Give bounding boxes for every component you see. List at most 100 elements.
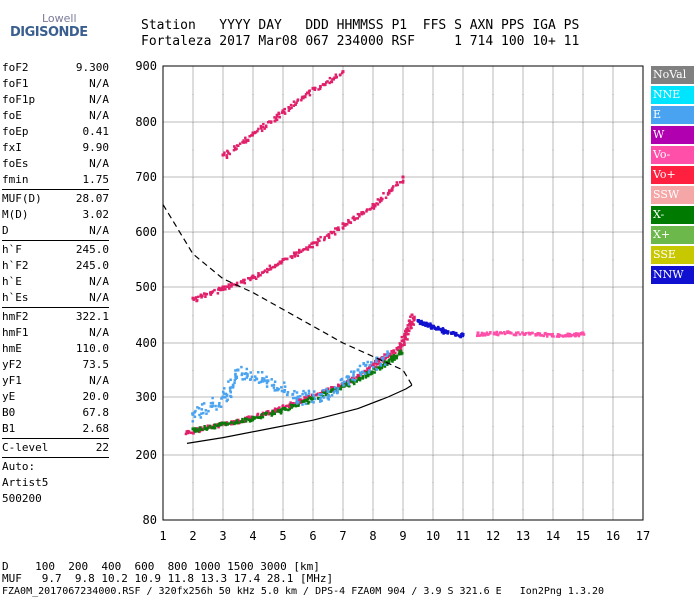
data-point bbox=[267, 268, 270, 271]
data-point bbox=[232, 148, 236, 152]
data-point bbox=[248, 277, 251, 280]
grid-tick bbox=[192, 287, 194, 288]
data-point bbox=[442, 328, 445, 331]
data-point bbox=[194, 427, 197, 431]
grid-tick bbox=[372, 397, 374, 398]
data-point bbox=[328, 81, 331, 85]
grid-tick bbox=[492, 315, 494, 316]
param-label: yF2 bbox=[2, 358, 22, 371]
data-point bbox=[221, 390, 225, 394]
x-tick-label: 5 bbox=[279, 529, 286, 543]
data-point bbox=[227, 283, 231, 286]
data-point bbox=[291, 404, 294, 407]
data-point bbox=[330, 388, 333, 392]
grid-tick bbox=[342, 315, 344, 316]
grid-tick bbox=[342, 482, 344, 484]
data-point bbox=[295, 251, 298, 254]
data-point bbox=[363, 369, 366, 373]
data-point bbox=[307, 400, 311, 404]
data-point bbox=[395, 354, 399, 358]
data-point bbox=[580, 332, 583, 335]
y-tick-label: 900 bbox=[135, 59, 157, 73]
grid-tick bbox=[252, 232, 254, 233]
data-point bbox=[270, 384, 274, 387]
data-point bbox=[352, 382, 356, 386]
panel-divider bbox=[2, 438, 109, 439]
data-point bbox=[566, 332, 570, 336]
data-point bbox=[307, 245, 311, 249]
footer-distance-row: D 100 200 400 600 800 1000 1500 3000 [km… bbox=[2, 560, 320, 573]
grid-tick bbox=[552, 122, 554, 123]
data-point bbox=[379, 364, 383, 367]
data-point bbox=[261, 380, 265, 383]
data-point bbox=[331, 387, 335, 391]
profile-topside-curve bbox=[162, 204, 413, 386]
data-point bbox=[266, 270, 269, 274]
grid-tick bbox=[222, 122, 224, 123]
x-tick-label: 6 bbox=[309, 529, 316, 543]
data-point bbox=[325, 387, 328, 391]
grid-tick bbox=[402, 509, 404, 511]
grid-tick bbox=[402, 397, 404, 398]
data-point bbox=[225, 399, 228, 403]
data-point bbox=[196, 406, 199, 409]
grid-tick bbox=[522, 397, 524, 398]
data-point bbox=[232, 420, 236, 423]
data-point bbox=[199, 416, 203, 419]
data-point bbox=[285, 257, 289, 261]
grid-tick bbox=[372, 426, 374, 427]
data-point bbox=[403, 341, 406, 344]
grid-tick bbox=[252, 259, 254, 261]
muf-footer: D 100 200 400 600 800 1000 1500 3000 [km… bbox=[2, 561, 333, 585]
grid-tick bbox=[192, 259, 194, 261]
grid-tick bbox=[282, 149, 284, 151]
data-point bbox=[454, 331, 458, 335]
data-point bbox=[326, 397, 330, 400]
legend-item: E bbox=[651, 106, 694, 124]
data-point bbox=[361, 370, 364, 374]
data-point bbox=[328, 76, 332, 80]
data-point bbox=[290, 256, 294, 260]
data-point bbox=[329, 390, 333, 393]
data-point bbox=[334, 76, 337, 79]
data-point bbox=[341, 222, 345, 226]
data-point bbox=[251, 131, 255, 135]
profile-curve bbox=[186, 384, 413, 444]
grid-tick bbox=[552, 509, 554, 511]
grid-tick bbox=[402, 232, 404, 233]
param-value: 245.0 bbox=[75, 259, 109, 272]
data-point bbox=[307, 91, 311, 95]
data-point bbox=[380, 363, 384, 367]
logo: DIGISONDE bbox=[10, 25, 88, 40]
grid-tick bbox=[312, 149, 314, 151]
data-point bbox=[489, 330, 492, 334]
data-point bbox=[379, 196, 383, 200]
grid-tick bbox=[462, 482, 464, 484]
data-point bbox=[499, 331, 502, 335]
data-point bbox=[274, 389, 277, 392]
param-value: 22 bbox=[95, 441, 109, 454]
data-point bbox=[313, 397, 317, 401]
data-point bbox=[401, 179, 405, 183]
param-label: C-level bbox=[2, 441, 49, 454]
data-point bbox=[234, 375, 237, 379]
data-point bbox=[323, 391, 326, 394]
data-point bbox=[475, 334, 479, 338]
data-point bbox=[378, 367, 382, 370]
data-point bbox=[366, 208, 369, 211]
grid-tick bbox=[462, 94, 464, 95]
data-point bbox=[384, 196, 388, 199]
data-point bbox=[332, 386, 335, 389]
data-point bbox=[275, 115, 279, 118]
data-point bbox=[261, 412, 265, 416]
grid-tick bbox=[372, 149, 374, 151]
data-point bbox=[302, 398, 305, 402]
data-point bbox=[244, 136, 247, 140]
panel-divider bbox=[2, 240, 109, 241]
grid-tick bbox=[252, 94, 254, 95]
data-point bbox=[305, 393, 308, 397]
data-point bbox=[431, 324, 435, 328]
data-point bbox=[515, 331, 518, 335]
data-point bbox=[227, 380, 230, 383]
data-point bbox=[243, 281, 247, 285]
